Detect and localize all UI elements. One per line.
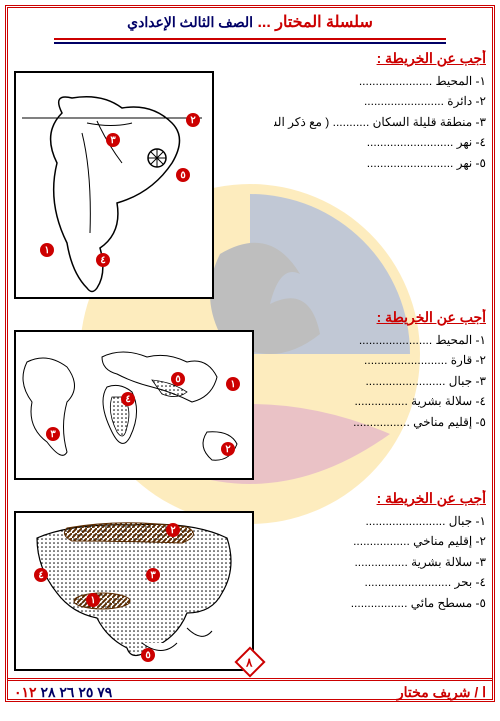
map-marker: ٤ xyxy=(34,568,48,582)
question-item: ٤- سلالة بشرية ................ xyxy=(274,391,486,411)
question-item: ٥- نهر .......................... xyxy=(274,153,486,173)
phone-number: ٧٩ ٢٥ ٢٦ ٢٨ ٠١٢ xyxy=(14,684,112,701)
map-marker: ١ xyxy=(86,593,100,607)
map-svg xyxy=(14,73,212,299)
map-marker: ٤ xyxy=(121,392,135,406)
question-item: ٥- مسطح مائي ................. xyxy=(274,593,486,613)
map-marker: ٥ xyxy=(141,648,155,662)
map-marker: ٣ xyxy=(146,568,160,582)
map-svg xyxy=(14,332,252,480)
map-svg xyxy=(14,513,252,671)
map-marker: ٥ xyxy=(171,372,185,386)
question-list: ١- المحيط ...................... ٢- قارة… xyxy=(274,330,486,432)
map-world: ١ ٢ ٣ ٤ ٥ xyxy=(14,330,254,480)
question-item: ١- المحيط ...................... xyxy=(274,71,486,91)
map-marker: ١ xyxy=(40,243,54,257)
question-item: ٢- دائرة ........................ xyxy=(274,91,486,111)
section-title: أجب عن الخريطة : xyxy=(14,50,486,67)
section-2: أجب عن الخريطة : ١- المحيط .............… xyxy=(14,309,486,480)
question-list: ١- جبال ........................ ٢- إقلي… xyxy=(274,511,486,613)
grade-label: الصف الثالث الإعدادي xyxy=(127,14,253,30)
map-marker: ٥ xyxy=(176,168,190,182)
map-marker: ٣ xyxy=(106,133,120,147)
map-marker: ٣ xyxy=(46,427,60,441)
header-rule-blue xyxy=(54,42,446,44)
footer-rule xyxy=(8,680,492,681)
question-item: ٥- إقليم مناخي ................. xyxy=(274,412,486,432)
map-marker: ١ xyxy=(226,377,240,391)
header-dots: ... xyxy=(253,14,271,31)
map-south-america: ١ ٢ ٣ ٤ ٥ xyxy=(14,71,214,299)
footer-row: ا / شريف مختار ٧٩ ٢٥ ٢٦ ٢٨ ٠١٢ xyxy=(8,682,492,701)
question-item: ٣- جبال ........................ xyxy=(274,371,486,391)
question-list: ١- المحيط ...................... ٢- دائر… xyxy=(274,71,486,173)
section-1: أجب عن الخريطة : ١- المحيط .............… xyxy=(14,50,486,299)
series-title: سلسلة المختار xyxy=(275,14,373,31)
map-marker: ٢ xyxy=(186,113,200,127)
section-title: أجب عن الخريطة : xyxy=(14,490,486,507)
map-marker: ٢ xyxy=(221,442,235,456)
question-item: ٤- بحر .......................... xyxy=(274,572,486,592)
page-content: سلسلة المختار ... الصف الثالث الإعدادي أ… xyxy=(0,0,500,721)
question-item: ٢- إقليم مناخي ................. xyxy=(274,531,486,551)
author-name: ا / شريف مختار xyxy=(397,684,486,701)
map-marker: ٤ xyxy=(96,253,110,267)
page-number: ٨ xyxy=(240,653,258,673)
page-footer: ٨ ا / شريف مختار ٧٩ ٢٥ ٢٦ ٢٨ ٠١٢ xyxy=(8,678,492,701)
section-title: أجب عن الخريطة : xyxy=(14,309,486,326)
map-marker: ٢ xyxy=(166,523,180,537)
question-item: ٢- قارة ......................... xyxy=(274,350,486,370)
question-item: ٤- نهر .......................... xyxy=(274,132,486,152)
question-item: ٣- منطقة قليلة السكان ........... ( مع ذ… xyxy=(274,112,486,132)
question-item: ١- المحيط ...................... xyxy=(274,330,486,350)
question-item: ٣- سلالة بشرية ................ xyxy=(274,552,486,572)
map-asia: ١ ٢ ٣ ٤ ٥ xyxy=(14,511,254,671)
header-rule-red xyxy=(54,38,446,40)
section-3: أجب عن الخريطة : ١- جبال ...............… xyxy=(14,490,486,671)
page-header: سلسلة المختار ... الصف الثالث الإعدادي xyxy=(14,12,486,32)
question-item: ١- جبال ........................ xyxy=(274,511,486,531)
footer-rule xyxy=(8,678,492,679)
